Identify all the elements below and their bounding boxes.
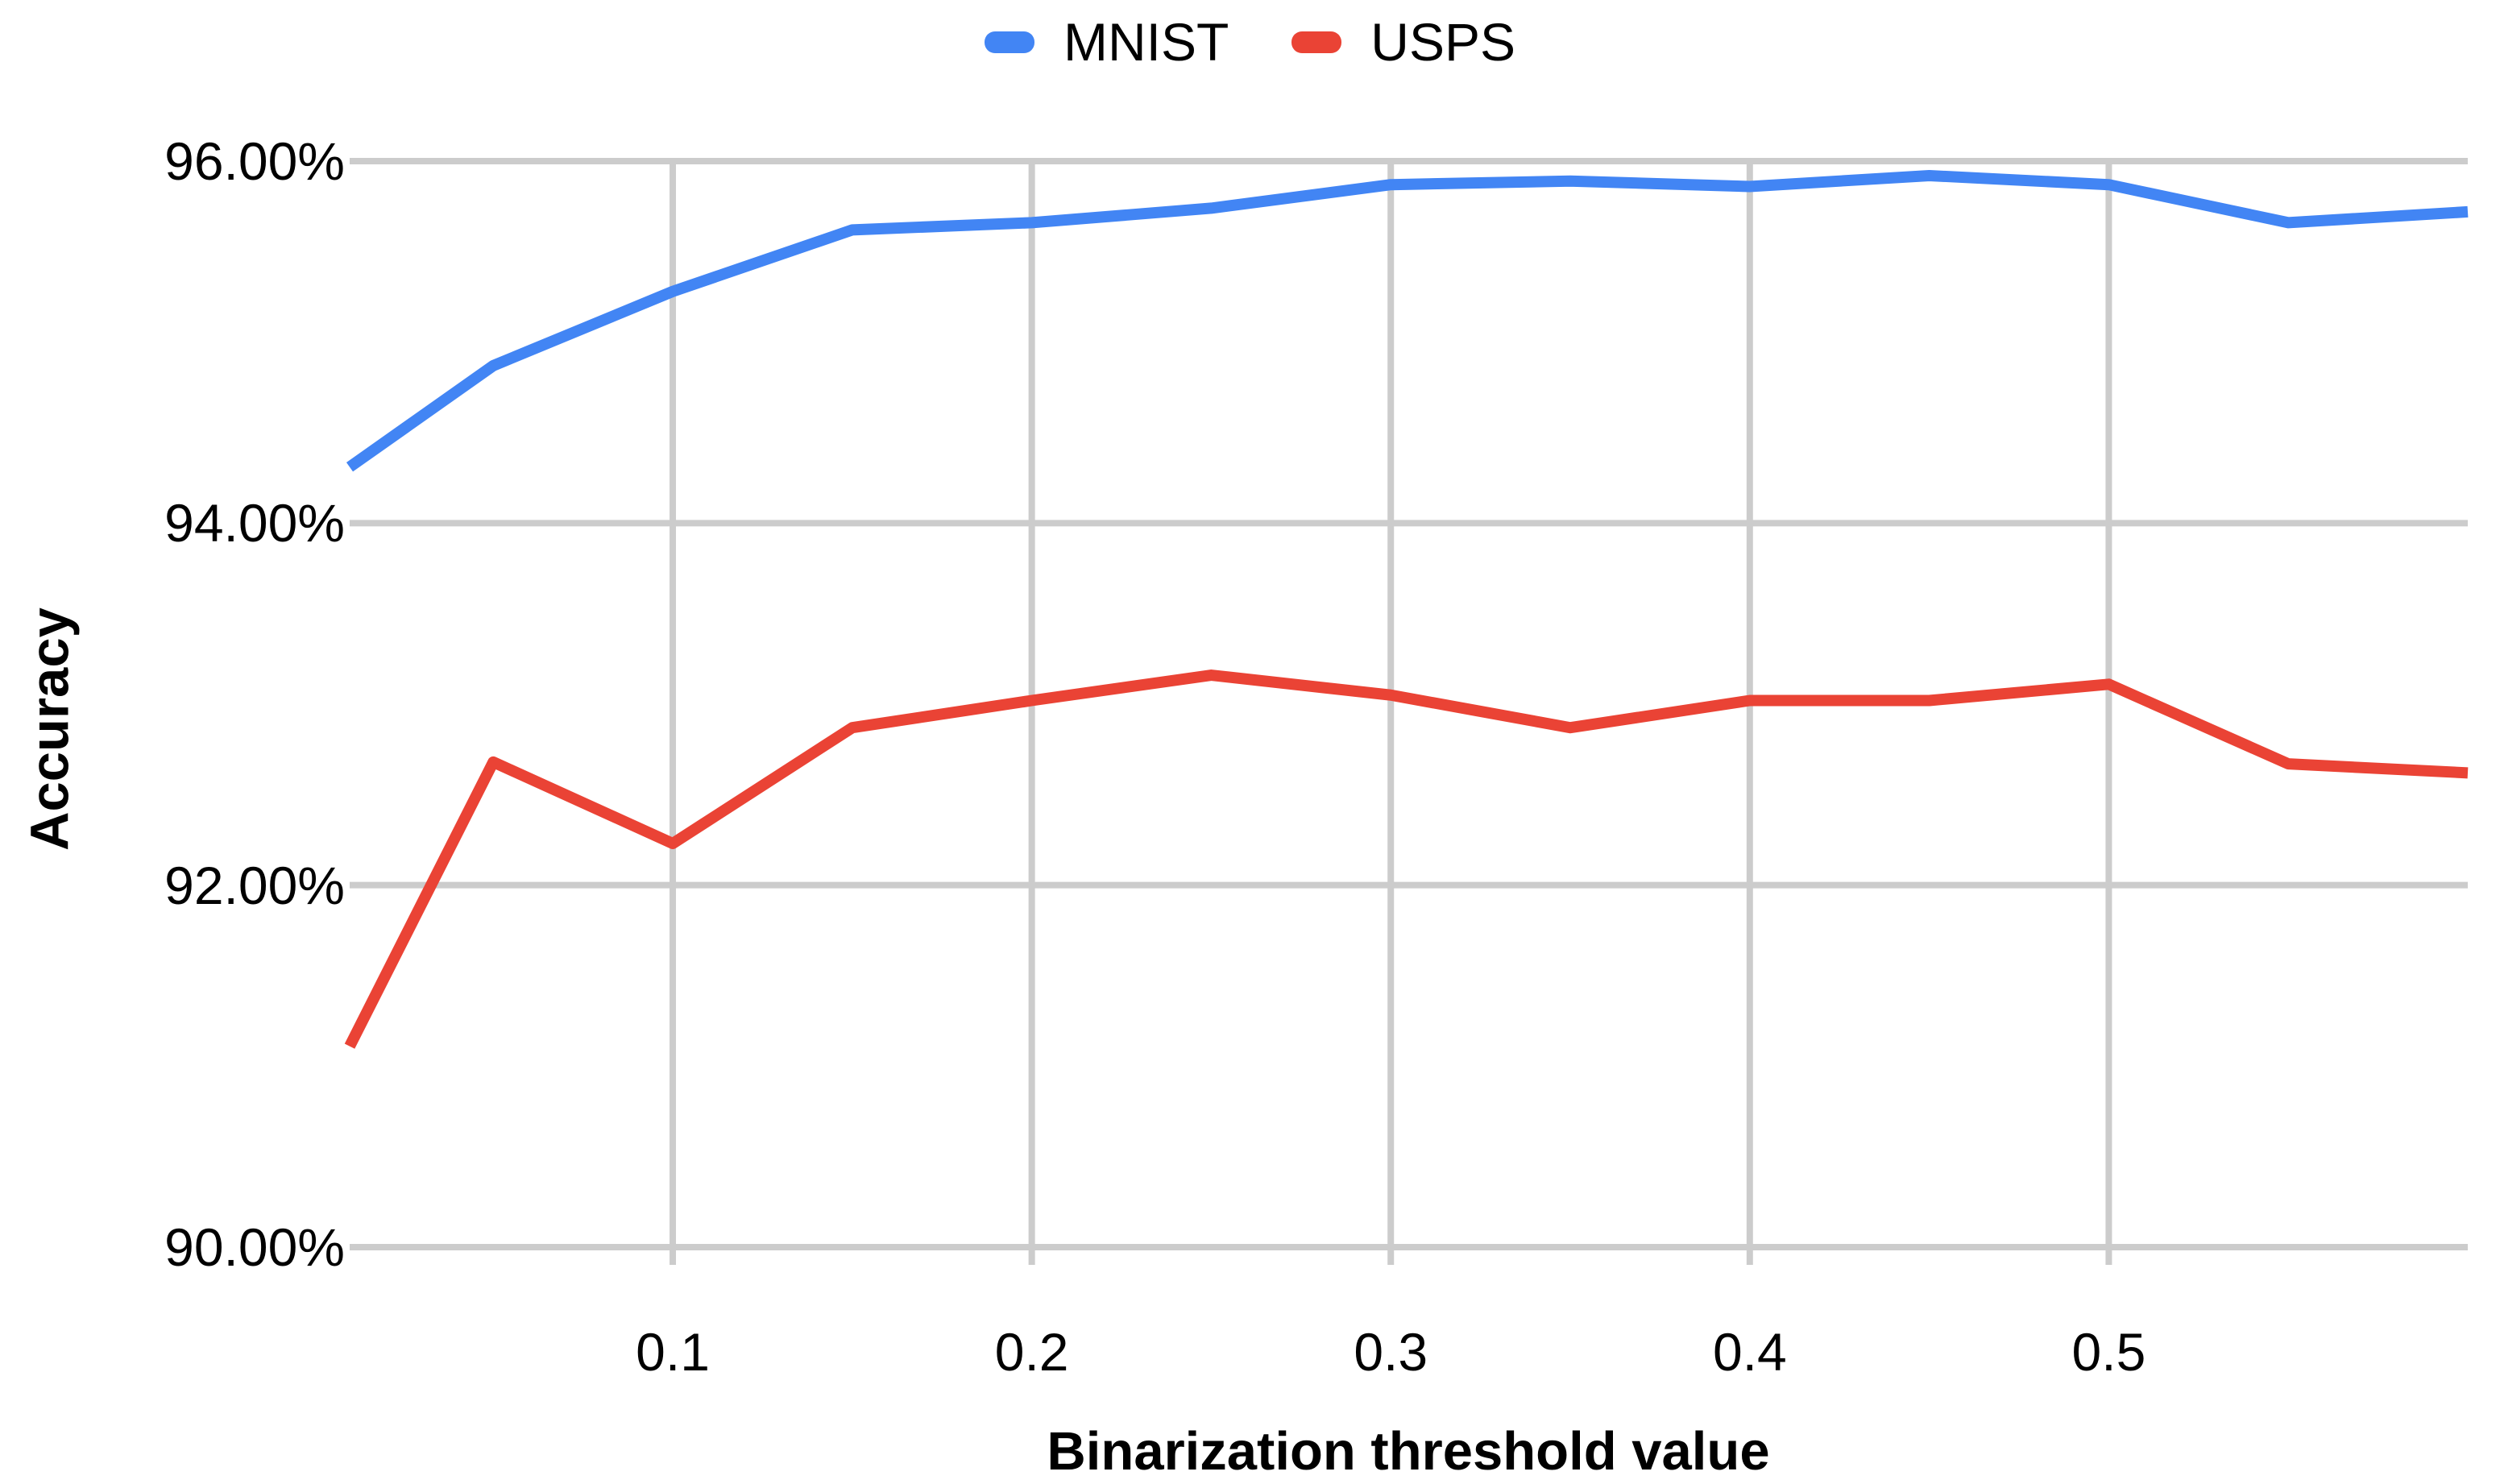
y-tick-label: 92.00%	[164, 855, 345, 915]
series-line-usps[interactable]	[344, 669, 2469, 1049]
legend-item-usps[interactable]: USPS	[1291, 15, 1515, 68]
y-tick-label: 96.00%	[164, 131, 345, 191]
y-axis-title: Accuracy	[19, 607, 81, 851]
chart-legend: MNIST USPS	[0, 13, 2500, 71]
legend-swatch-usps	[1291, 31, 1342, 53]
legend-item-mnist[interactable]: MNIST	[984, 12, 1229, 72]
x-tick-label: 0.2	[994, 1322, 1069, 1382]
x-tick-label: 0.1	[636, 1322, 710, 1382]
x-tick-label: 0.3	[1354, 1322, 1428, 1382]
legend-label: MNIST	[1063, 12, 1229, 72]
legend-label: USPS	[1370, 12, 1516, 72]
x-tick-label: 0.5	[2071, 1322, 2146, 1382]
x-tick-label: 0.4	[1712, 1322, 1787, 1382]
x-axis-title: Binarization threshold value	[1047, 1421, 1770, 1482]
y-tick-label: 90.00%	[164, 1217, 345, 1277]
series-line-mnist[interactable]	[346, 169, 2469, 472]
y-tick-label: 94.00%	[164, 493, 345, 553]
legend-swatch-mnist	[984, 31, 1034, 53]
